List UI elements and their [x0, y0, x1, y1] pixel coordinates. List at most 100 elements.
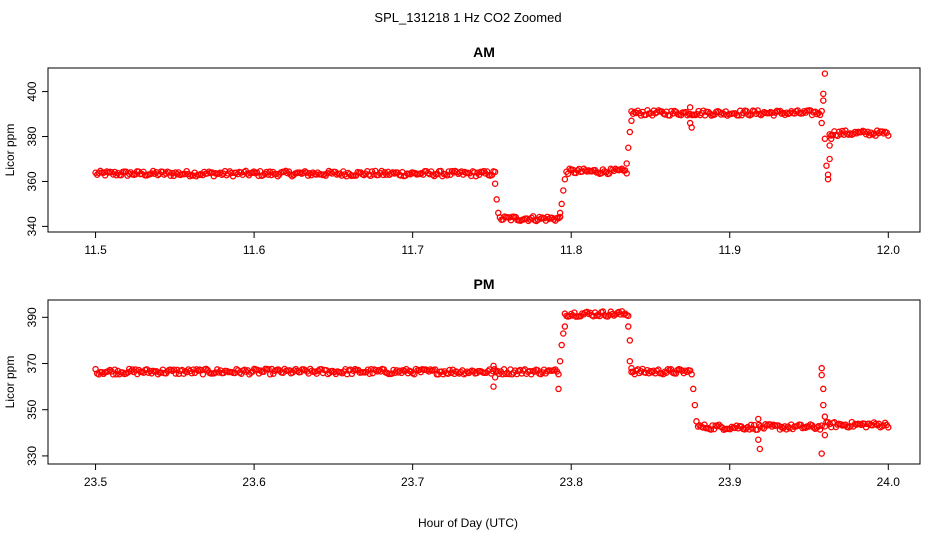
x-tick-label: 11.7 [401, 243, 424, 257]
data-point [555, 370, 562, 378]
data-point [378, 167, 385, 175]
data-point [188, 369, 195, 377]
data-point [111, 168, 118, 176]
data-point [885, 132, 892, 139]
data-points [92, 70, 892, 225]
data-point [274, 172, 281, 180]
data-point [717, 111, 725, 118]
data-point [802, 424, 809, 431]
data-point [821, 413, 829, 420]
data-point [491, 374, 499, 381]
y-axis-label: Licor ppm [3, 356, 17, 409]
data-point [672, 370, 680, 377]
y-tick-label: 340 [25, 216, 39, 236]
data-point [667, 366, 675, 373]
data-point [824, 171, 832, 178]
data-point [490, 362, 497, 370]
data-point [688, 124, 695, 131]
x-axis-label: Hour of Day (UTC) [418, 516, 518, 530]
data-point [560, 187, 567, 194]
data-point [820, 97, 827, 104]
data-point [691, 401, 699, 409]
data-point [250, 168, 258, 175]
data-point [821, 70, 829, 77]
data-point [820, 401, 827, 409]
data-point [623, 170, 630, 177]
data-point [599, 308, 607, 315]
x-tick-label: 12.0 [877, 243, 901, 257]
x-tick-label: 11.9 [719, 243, 742, 257]
data-point [755, 436, 762, 443]
data-point [154, 370, 162, 378]
data-point [818, 422, 825, 429]
data-point [496, 214, 504, 221]
data-point [827, 135, 835, 143]
data-point [818, 371, 825, 379]
data-point [165, 169, 173, 176]
y-axis-label: Licor ppm [3, 124, 17, 177]
data-point [628, 364, 635, 372]
data-point [483, 168, 491, 175]
data-point [266, 168, 274, 175]
data-point [117, 171, 125, 179]
data-point [556, 213, 564, 221]
x-tick-label: 11.5 [84, 243, 107, 257]
data-point [412, 365, 420, 373]
data-point [742, 425, 750, 432]
x-tick-label: 23.8 [560, 475, 584, 489]
data-point [491, 180, 499, 187]
data-point [755, 415, 762, 423]
y-tick-label: 390 [25, 307, 39, 327]
data-point [567, 310, 575, 318]
data-point [686, 104, 694, 111]
data-point [561, 175, 569, 183]
data-point [818, 450, 825, 457]
data-point [555, 385, 562, 393]
y-tick-label: 350 [25, 399, 39, 419]
data-points [92, 308, 892, 457]
data-point [704, 108, 712, 116]
data-point [626, 357, 634, 365]
data-point [542, 217, 550, 224]
data-point [97, 167, 104, 175]
data-point [824, 175, 832, 183]
data-point [629, 110, 637, 117]
figure-title: SPL_131218 1 Hz CO2 Zoomed [374, 10, 561, 25]
panel-pm: PM Licor ppm 23.5 23.6 23.7 23.8 23.9 24.0 330 35… [3, 276, 921, 489]
data-point [493, 196, 500, 203]
data-point [300, 169, 307, 176]
data-point [490, 383, 497, 390]
data-point [625, 312, 632, 320]
data-point [821, 135, 829, 143]
data-point [602, 169, 610, 176]
x-tick-label: 11.8 [560, 243, 583, 257]
data-point [625, 323, 632, 330]
data-point [821, 431, 829, 439]
data-point [628, 117, 635, 125]
data-point [170, 366, 178, 373]
data-point [625, 144, 632, 151]
data-point [172, 370, 179, 377]
data-point [719, 109, 726, 117]
data-point [839, 127, 846, 135]
data-point [864, 128, 871, 136]
data-point [253, 169, 261, 176]
panel-am: AM Licor ppm 11.5 11.6 11.7 11.8 11.9 12.0 340 36… [3, 44, 921, 257]
data-point [818, 364, 825, 372]
data-point [655, 366, 662, 373]
data-point [686, 367, 694, 374]
data-point [837, 130, 844, 138]
data-point [690, 385, 697, 393]
x-tick-label: 23.5 [84, 475, 108, 489]
data-point [826, 142, 833, 149]
data-point [623, 160, 630, 167]
x-tick-label: 23.9 [718, 475, 742, 489]
data-point [818, 107, 825, 115]
data-point [471, 169, 478, 176]
data-point [693, 418, 700, 425]
data-point [560, 330, 567, 337]
data-point [626, 128, 634, 136]
data-point [558, 200, 565, 208]
data-point [754, 107, 762, 114]
